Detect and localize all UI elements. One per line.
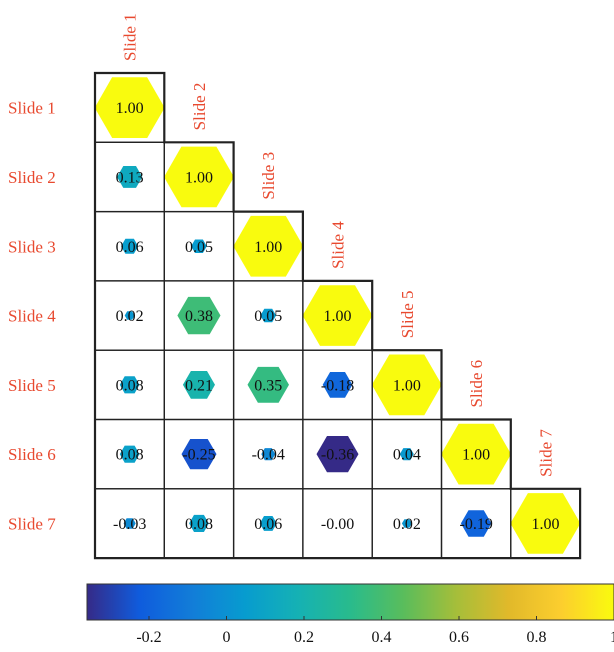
colorbar-tick-label-5: 0.6 [449, 629, 469, 646]
col-label-4: Slide 4 [329, 221, 348, 269]
hex-marker-r5-c5 [371, 354, 442, 416]
row-label-3: Slide 3 [8, 237, 56, 256]
hex-marker-r3-c2 [191, 239, 207, 253]
cell-value-r5-c5: 1.00 [393, 377, 421, 394]
cell-value-r4-c1: 0.02 [116, 308, 144, 325]
hex-marker-r3-c3 [233, 215, 304, 277]
matrix-outline [93, 71, 582, 560]
cell-value-r5-c4: -0.18 [321, 377, 354, 394]
cell-value-r6-c6: 1.00 [462, 447, 490, 464]
colorbar-tick-label-3: 0.2 [294, 629, 314, 646]
hex-marker-r2-c1 [117, 166, 143, 188]
cell-value-r2-c1: 0.13 [116, 169, 144, 186]
row-label-1: Slide 1 [8, 99, 56, 118]
hex-marker-r1-c1 [94, 77, 165, 138]
colorbar-tick-label-6: 0.8 [527, 629, 547, 646]
cell-value-r6-c5: 0.04 [393, 447, 421, 464]
col-label-5: Slide 5 [398, 290, 417, 338]
hex-marker-r4-c2 [177, 296, 221, 335]
cell-value-r7-c2: 0.08 [185, 516, 213, 533]
cell-value-r6-c4: -0.36 [321, 447, 354, 464]
row-label-6: Slide 6 [8, 445, 56, 464]
row-label-5: Slide 5 [8, 376, 56, 395]
cell-value-r5-c2: 0.21 [185, 377, 213, 394]
cell-value-r3-c1: 0.06 [116, 239, 144, 256]
cell-value-r4-c4: 1.00 [324, 308, 352, 325]
hex-marker-r5-c2 [182, 371, 215, 399]
colorbar: -0.2 0 0.2 0.4 0.6 0.8 1 [86, 583, 614, 646]
cell-value-r4-c3: 0.05 [254, 308, 282, 325]
hex-marker-r7-c2 [189, 514, 209, 532]
hex-marker-r6-c4 [316, 436, 359, 473]
row-label-2: Slide 2 [8, 168, 56, 187]
matrix-grid [93, 71, 582, 560]
row-label-4: Slide 4 [8, 307, 56, 326]
cell-value-r3-c3: 1.00 [254, 239, 282, 256]
hex-marker-r6-c3 [261, 448, 276, 461]
axis-labels: Slide 1 Slide 1 Slide 2 Slide 2 Slide 3 Slide… [8, 13, 555, 533]
cell-value-r6-c1: 0.08 [116, 447, 144, 464]
cell-value-r1-c1: 1.00 [116, 100, 144, 117]
hex-marker-r2-c2 [164, 146, 234, 208]
hex-marker-r6-c1 [119, 445, 140, 463]
hex-marker-r7-c3 [259, 516, 277, 531]
matrix-cells: 1.00 0.13 1.00 0.06 0.05 1.00 0.02 0.38 0.05 1.00… [94, 77, 581, 554]
cell-value-r7-c5: 0.02 [393, 516, 421, 533]
cell-value-r2-c2: 1.00 [185, 169, 213, 186]
cell-value-r7-c7: 1.00 [531, 516, 559, 533]
row-label-7: Slide 7 [8, 514, 56, 533]
hex-marker-r5-c1 [119, 376, 140, 394]
col-label-6: Slide 6 [467, 360, 486, 408]
colorbar-gradient [86, 583, 614, 621]
colorbar-tick-label-1: -0.2 [136, 629, 161, 646]
cell-value-r7-c1: -0.03 [113, 516, 146, 533]
col-label-7: Slide 7 [536, 429, 555, 477]
hex-marker-r7-c7 [510, 493, 581, 554]
col-label-2: Slide 2 [190, 83, 209, 131]
cell-value-r6-c3: -0.04 [252, 447, 285, 464]
hex-marker-r4-c4 [302, 285, 373, 346]
hex-marker-r5-c4 [322, 372, 353, 398]
cell-value-r6-c2: -0.25 [182, 447, 215, 464]
cell-value-r7-c6: -0.19 [459, 516, 492, 533]
hex-marker-r7-c1 [123, 518, 136, 529]
hex-marker-r5-c3 [247, 366, 289, 403]
colorbar-tick-label-7: 1 [610, 629, 614, 646]
cell-value-r7-c4: -0.00 [321, 516, 354, 533]
cell-value-r3-c2: 0.05 [185, 239, 213, 256]
hex-marker-r4-c3 [260, 308, 277, 323]
hex-marker-r6-c2 [181, 439, 217, 470]
cell-value-r4-c2: 0.38 [185, 308, 213, 325]
cell-value-r5-c3: 0.35 [254, 377, 282, 394]
hex-marker-r7-c5 [401, 519, 412, 528]
col-label-3: Slide 3 [259, 152, 278, 200]
hex-marker-r4-c1 [124, 311, 135, 320]
colorbar-tick-label-2: 0 [223, 629, 231, 646]
cell-value-r5-c1: 0.08 [116, 377, 144, 394]
hex-marker-r6-c5 [399, 448, 414, 461]
cell-value-r7-c3: 0.06 [254, 516, 282, 533]
hex-marker-r6-c6 [441, 423, 512, 485]
hex-marker-r7-c6 [460, 510, 492, 537]
colorbar-tick-label-4: 0.4 [372, 629, 392, 646]
hex-marker-r3-c1 [121, 238, 139, 254]
col-label-1: Slide 1 [121, 13, 140, 61]
